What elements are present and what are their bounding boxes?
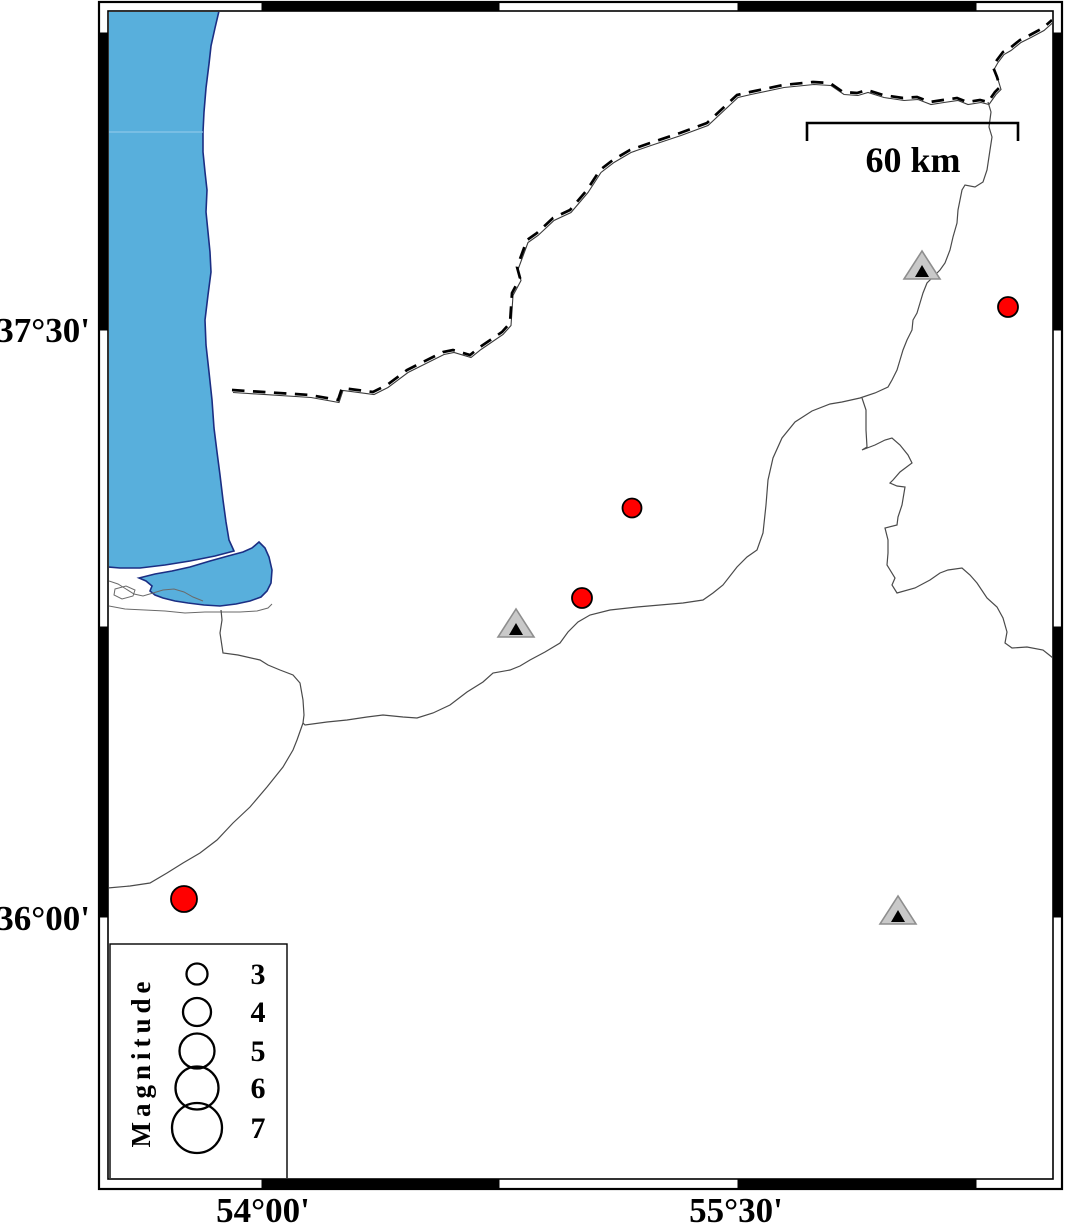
- river-branch-east: [861, 397, 1052, 658]
- earthquake-marker-2: [621, 497, 643, 519]
- scale-bar-label: 60 km: [865, 140, 960, 180]
- lat-label-37-30: 37°30': [0, 311, 90, 350]
- legend-items: 3 4 5 6 7: [170, 958, 266, 1155]
- scale-bar-line: [805, 121, 1020, 141]
- caspian-sea: [109, 12, 236, 569]
- legend-value-m4: 4: [251, 996, 266, 1029]
- station-markers: [496, 249, 942, 925]
- river-branch-lagoon: [219, 609, 305, 724]
- legend-value-m7: 7: [251, 1112, 266, 1145]
- gorgan-bay: [136, 540, 273, 607]
- shoreline-south: [109, 603, 273, 614]
- legend-box: [109, 943, 288, 1178]
- earthquake-marker-1: [997, 296, 1019, 318]
- legend-title: Magnitude: [126, 976, 156, 1147]
- legend-value-m6: 6: [251, 1072, 266, 1105]
- magnitude-legend: Magnitude 3 4 5 6 7: [109, 943, 288, 1178]
- station-marker-1: [902, 249, 942, 280]
- station-marker-2: [496, 607, 536, 638]
- shoreline-islet: [113, 585, 136, 600]
- map-frame: [97, 0, 1064, 1191]
- scale-bar: 60 km: [805, 121, 1020, 180]
- station-marker-3: [878, 894, 918, 925]
- lon-label-54-00: 54°00': [216, 1191, 310, 1229]
- legend-circle-m3: [185, 962, 209, 986]
- lon-label-55-30: 55°30': [689, 1191, 783, 1229]
- legend-circle-m5: [178, 1032, 216, 1070]
- legend-circle-m7: [170, 1101, 224, 1155]
- inland-boundary-lines: [109, 101, 1052, 889]
- legend-value-m3: 3: [251, 958, 266, 991]
- legend-circle-m6: [174, 1065, 220, 1111]
- earthquake-markers: [170, 296, 1019, 913]
- lat-label-36-00: 36°00': [0, 899, 90, 938]
- earthquake-marker-4: [170, 885, 198, 913]
- international-border: [231, 18, 1052, 404]
- legend-value-m5: 5: [251, 1035, 266, 1068]
- earthquake-marker-3: [571, 587, 593, 609]
- axis-annotations: 37°30' 36°00' 54°00' 55°30': [0, 311, 783, 1229]
- legend-circle-m4: [181, 996, 213, 1028]
- map-geography: 60 km Magnitude 3 4 5 6 7: [109, 12, 1052, 1178]
- shoreline-detail: [109, 580, 204, 602]
- river-main: [109, 101, 993, 889]
